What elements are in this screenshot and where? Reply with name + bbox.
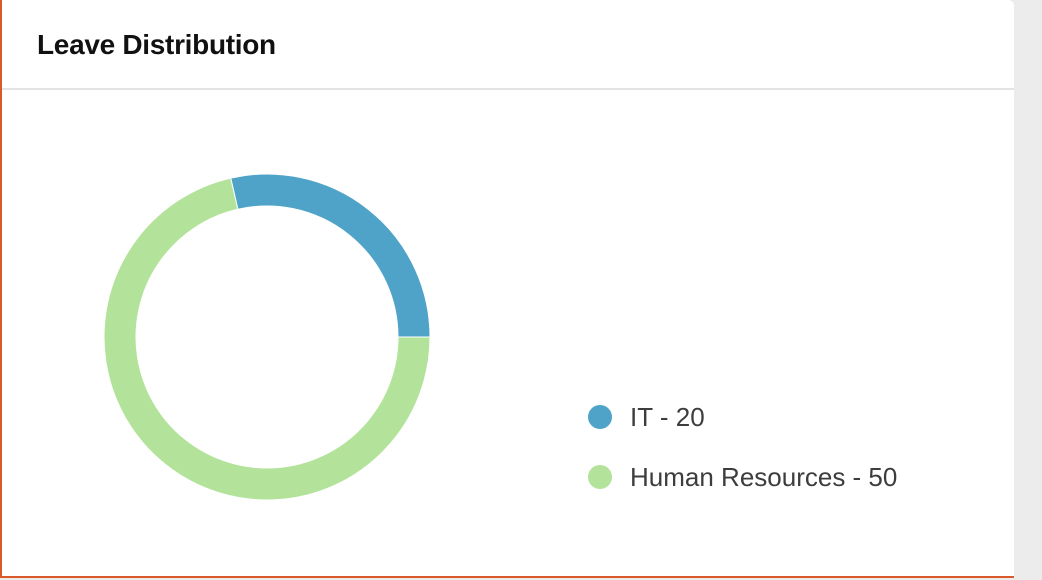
chart-legend: IT - 20 Human Resources - 50	[588, 402, 897, 522]
legend-marker-human-resources	[588, 465, 612, 489]
legend-item-it[interactable]: IT - 20	[588, 402, 897, 432]
card-header: Leave Distribution	[2, 0, 1014, 90]
page-scrollbar-track[interactable]	[1016, 0, 1042, 580]
card-title: Leave Distribution	[37, 29, 276, 60]
slice-it[interactable]	[230, 173, 431, 338]
chart-area: IT - 20 Human Resources - 50	[2, 90, 1014, 576]
legend-marker-it	[588, 405, 612, 429]
legend-label-human-resources: Human Resources - 50	[630, 461, 898, 492]
legend-label-it: IT - 20	[630, 401, 705, 432]
legend-item-human-resources[interactable]: Human Resources - 50	[588, 462, 897, 492]
donut-chart	[103, 173, 431, 501]
slice-human-resources[interactable]	[103, 177, 431, 501]
leave-distribution-card: Leave Distribution IT - 20 Human Resourc…	[0, 0, 1014, 578]
